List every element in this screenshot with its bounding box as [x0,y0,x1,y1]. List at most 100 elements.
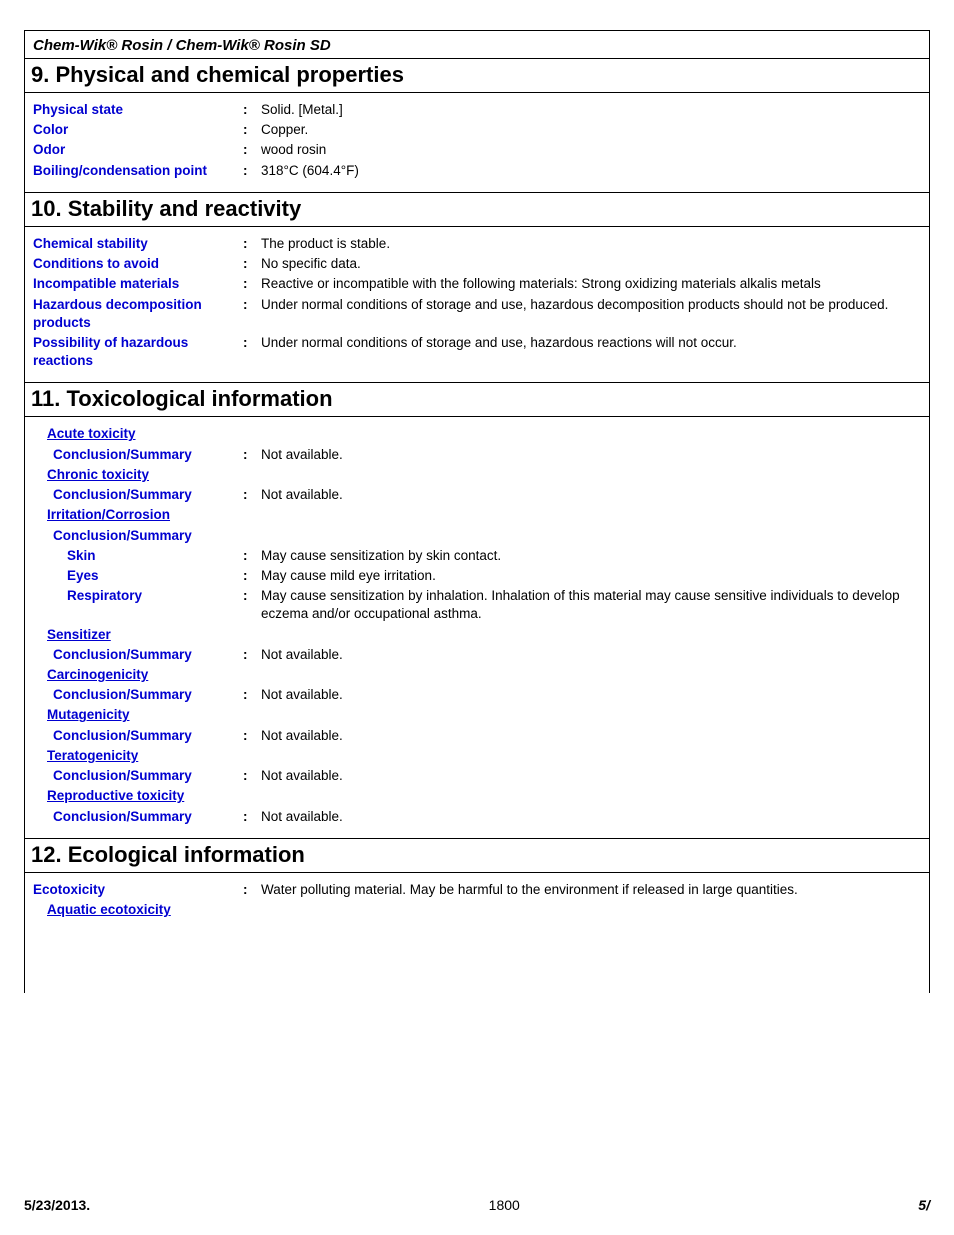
data-row: Eyes:May cause mild eye irritation. [33,567,921,585]
doc-header: Chem-Wik® Rosin / Chem-Wik® Rosin SD [24,30,930,58]
label: Conclusion/Summary [33,646,243,664]
label: Chronic toxicity [33,466,243,484]
data-row: Conclusion/Summary:Not available. [33,767,921,785]
value: May cause sensitization by skin contact. [255,547,921,565]
row-stability: Chemical stability:The product is stable… [33,235,921,253]
subheader-row: Conclusion/Summary [33,527,921,545]
row-color: Color:Copper. [33,121,921,139]
group-header: Mutagenicity [33,706,921,724]
colon: : [243,686,255,704]
data-row: Respiratory:May cause sensitization by i… [33,587,921,623]
group-header: Irritation/Corrosion [33,506,921,524]
data-row: Conclusion/Summary:Not available. [33,686,921,704]
label: Incompatible materials [33,275,243,293]
data-row: Conclusion/Summary:Not available. [33,486,921,504]
colon: : [243,296,255,314]
label: Conclusion/Summary [33,727,243,745]
value: wood rosin [255,141,921,159]
label: Carcinogenicity [33,666,243,684]
colon: : [243,255,255,273]
value: Water polluting material. May be harmful… [255,881,921,899]
label: Color [33,121,243,139]
colon: : [243,141,255,159]
colon: : [243,486,255,504]
group-header: Carcinogenicity [33,666,921,684]
group-header: Sensitizer [33,626,921,644]
footer-docnum: 1800 [489,1197,520,1213]
footer-page: 5/ [918,1197,930,1213]
value: Not available. [255,808,921,826]
label: Reproductive toxicity [33,787,243,805]
data-row: Conclusion/Summary:Not available. [33,646,921,664]
label: Conclusion/Summary [33,686,243,704]
section-12-title: 12. Ecological information [24,838,930,873]
colon: : [243,767,255,785]
label: Mutagenicity [33,706,243,724]
value: Not available. [255,486,921,504]
label: Physical state [33,101,243,119]
colon: : [243,567,255,585]
colon: : [243,162,255,180]
section-9-body: Physical state:Solid. [Metal.] Color:Cop… [24,93,930,192]
value: Not available. [255,686,921,704]
data-row: Conclusion/Summary:Not available. [33,808,921,826]
value: 318°C (604.4°F) [255,162,921,180]
label: Sensitizer [33,626,243,644]
colon: : [243,275,255,293]
value: May cause sensitization by inhalation. I… [255,587,921,623]
colon: : [243,547,255,565]
colon: : [243,446,255,464]
section-12-body: Ecotoxicity:Water polluting material. Ma… [24,873,930,993]
label: Conclusion/Summary [33,767,243,785]
label: Odor [33,141,243,159]
row-boiling: Boiling/condensation point:318°C (604.4°… [33,162,921,180]
value: Under normal conditions of storage and u… [255,296,921,314]
label: Conditions to avoid [33,255,243,273]
group-header: Reproductive toxicity [33,787,921,805]
value: Copper. [255,121,921,139]
colon: : [243,881,255,899]
label: Conclusion/Summary [33,527,243,545]
row-odor: Odor:wood rosin [33,141,921,159]
label: Conclusion/Summary [33,486,243,504]
data-row: Skin:May cause sensitization by skin con… [33,547,921,565]
label: Acute toxicity [33,425,243,443]
label: Eyes [33,567,243,585]
footer-date: 5/23/2013. [24,1197,90,1213]
label: Aquatic ecotoxicity [33,901,243,919]
value: Not available. [255,646,921,664]
page-footer: 5/23/2013. 1800 5/ [24,1197,930,1213]
colon: : [243,587,255,605]
group-header: Teratogenicity [33,747,921,765]
row-physical-state: Physical state:Solid. [Metal.] [33,101,921,119]
label: Boiling/condensation point [33,162,243,180]
label: Respiratory [33,587,243,605]
value: Not available. [255,446,921,464]
data-row: Conclusion/Summary:Not available. [33,727,921,745]
section-10-title: 10. Stability and reactivity [24,192,930,227]
group-header: Acute toxicity [33,425,921,443]
colon: : [243,235,255,253]
label: Skin [33,547,243,565]
label: Conclusion/Summary [33,808,243,826]
section-11-title: 11. Toxicological information [24,382,930,417]
value: Not available. [255,727,921,745]
data-row: Conclusion/Summary:Not available. [33,446,921,464]
colon: : [243,727,255,745]
label: Conclusion/Summary [33,446,243,464]
value: Solid. [Metal.] [255,101,921,119]
row-incompat: Incompatible materials:Reactive or incom… [33,275,921,293]
label: Ecotoxicity [33,881,243,899]
colon: : [243,808,255,826]
value: The product is stable. [255,235,921,253]
colon: : [243,646,255,664]
label: Teratogenicity [33,747,243,765]
value: May cause mild eye irritation. [255,567,921,585]
group-header: Chronic toxicity [33,466,921,484]
colon: : [243,121,255,139]
value: Reactive or incompatible with the follow… [255,275,921,293]
row-aquatic: Aquatic ecotoxicity [33,901,921,919]
label: Irritation/Corrosion [33,506,243,524]
label: Hazardous decomposition products [33,296,243,332]
section-10-body: Chemical stability:The product is stable… [24,227,930,383]
